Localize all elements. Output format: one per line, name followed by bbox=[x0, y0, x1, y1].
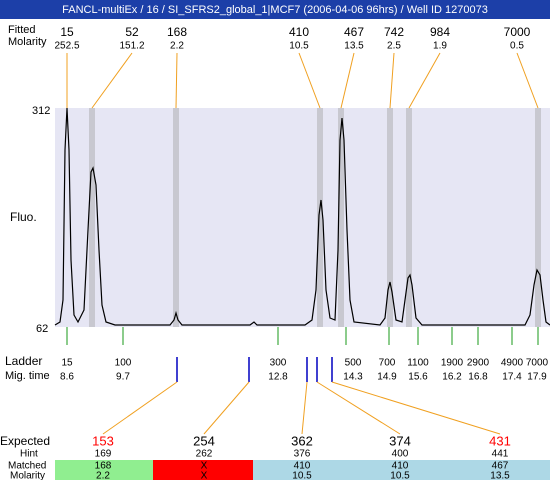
hint-value: 441 bbox=[492, 449, 509, 460]
peak-size: 168 bbox=[167, 25, 187, 39]
plot-area bbox=[55, 108, 550, 327]
ladder-size: 100 bbox=[115, 358, 132, 369]
ladder-size: 700 bbox=[379, 358, 396, 369]
peak-molarity: 1.9 bbox=[433, 41, 447, 52]
peak-molarity: 13.5 bbox=[344, 41, 364, 52]
peak-band bbox=[338, 108, 344, 327]
peak-band bbox=[406, 108, 412, 327]
ladder-size: 300 bbox=[270, 358, 287, 369]
expected-connector bbox=[203, 381, 250, 435]
size-label: Fitted bbox=[8, 24, 36, 36]
peak-size: 742 bbox=[384, 25, 404, 39]
peak-size: 52 bbox=[125, 25, 139, 39]
peak-band bbox=[173, 108, 179, 327]
peak-size: 7000 bbox=[504, 25, 531, 39]
matched-label: Matched bbox=[8, 461, 46, 472]
ladder-mig-time: 16.2 bbox=[442, 372, 462, 383]
peak-size: 410 bbox=[289, 25, 309, 39]
expected-value: 153 bbox=[92, 433, 114, 448]
ladder-mig-time: 17.4 bbox=[502, 372, 522, 383]
matched-cell bbox=[253, 460, 350, 480]
peak-band bbox=[387, 108, 393, 327]
y-min-label: 62 bbox=[36, 323, 48, 335]
expected-value: 374 bbox=[389, 433, 411, 448]
ladder-label: Ladder bbox=[5, 354, 42, 368]
y-max-label: 312 bbox=[32, 105, 50, 117]
peak-size: 984 bbox=[430, 25, 450, 39]
expected-label: Expected bbox=[0, 434, 50, 448]
mig-time-label: Mig. time bbox=[5, 370, 50, 382]
matched-molarity: 13.5 bbox=[490, 471, 510, 480]
ladder-size: 1100 bbox=[407, 358, 429, 369]
expected-value: 362 bbox=[291, 433, 313, 448]
peak-molarity: 252.5 bbox=[54, 41, 79, 52]
ladder-mig-time: 16.8 bbox=[468, 372, 488, 383]
ladder-size: 1900 bbox=[441, 358, 464, 369]
peak-size: 15 bbox=[60, 25, 74, 39]
y-axis-label: Fluo. bbox=[10, 210, 37, 224]
peak-molarity: 2.2 bbox=[170, 41, 184, 52]
hint-value: 376 bbox=[294, 449, 311, 460]
matched-value: X bbox=[201, 461, 208, 472]
ladder-size: 500 bbox=[345, 358, 362, 369]
matched-value: 410 bbox=[294, 461, 311, 472]
peak-size: 467 bbox=[344, 25, 364, 39]
expected-connector bbox=[316, 381, 401, 435]
peak-molarity: 151.2 bbox=[119, 41, 144, 52]
matched-cell bbox=[350, 460, 450, 480]
peak-connector bbox=[516, 52, 539, 109]
ladder-size: 15 bbox=[61, 358, 73, 369]
ladder-mig-time: 9.7 bbox=[116, 372, 130, 383]
expected-value: 254 bbox=[193, 433, 215, 448]
hint-label: Hint bbox=[20, 449, 38, 460]
peak-band bbox=[317, 108, 323, 327]
ladder-mig-time: 15.6 bbox=[408, 372, 428, 383]
title-bar bbox=[0, 0, 550, 19]
peak-connector bbox=[298, 52, 321, 109]
ladder-size: 7000 bbox=[526, 358, 549, 369]
expected-connector bbox=[102, 381, 178, 435]
matched-value: 467 bbox=[492, 461, 509, 472]
trace bbox=[54, 107, 550, 326]
matched-molarity: X bbox=[201, 471, 208, 480]
matched-cell bbox=[153, 460, 253, 480]
hint-value: 169 bbox=[95, 449, 112, 460]
matched-value: 168 bbox=[95, 461, 112, 472]
peak-band bbox=[89, 108, 95, 327]
ladder-mig-time: 12.8 bbox=[268, 372, 288, 383]
peak-molarity: 10.5 bbox=[289, 41, 309, 52]
peak-connector bbox=[340, 52, 355, 109]
matched-value: 410 bbox=[392, 461, 409, 472]
molarity-label: Molarity bbox=[8, 36, 47, 48]
ladder-mig-time: 14.9 bbox=[377, 372, 397, 383]
expected-connector bbox=[301, 381, 308, 435]
peak-molarity: 2.5 bbox=[387, 41, 401, 52]
ladder-mig-time: 17.9 bbox=[527, 372, 547, 383]
peak-band bbox=[535, 108, 541, 327]
matched-molarity: 2.2 bbox=[96, 471, 110, 480]
peak-connector bbox=[175, 52, 178, 109]
ladder-size: 2900 bbox=[467, 358, 490, 369]
expected-value: 431 bbox=[489, 433, 511, 448]
expected-connector bbox=[331, 381, 501, 435]
molarity-row-label: Molarity bbox=[10, 471, 45, 480]
matched-cell bbox=[55, 460, 153, 480]
hint-value: 262 bbox=[196, 449, 213, 460]
peak-connector bbox=[389, 52, 395, 109]
ladder-mig-time: 8.6 bbox=[60, 372, 74, 383]
ladder-size: 4900 bbox=[501, 358, 524, 369]
title: FANCL-multiEx / 16 / SI_SFRS2_global_1|M… bbox=[62, 4, 488, 16]
matched-molarity: 10.5 bbox=[292, 471, 312, 480]
matched-cell bbox=[450, 460, 550, 480]
matched-molarity: 10.5 bbox=[390, 471, 410, 480]
peak-connector bbox=[408, 52, 441, 109]
ladder-mig-time: 14.3 bbox=[343, 372, 363, 383]
hint-value: 400 bbox=[392, 449, 409, 460]
peak-connector bbox=[91, 52, 133, 109]
peak-molarity: 0.5 bbox=[510, 41, 524, 52]
